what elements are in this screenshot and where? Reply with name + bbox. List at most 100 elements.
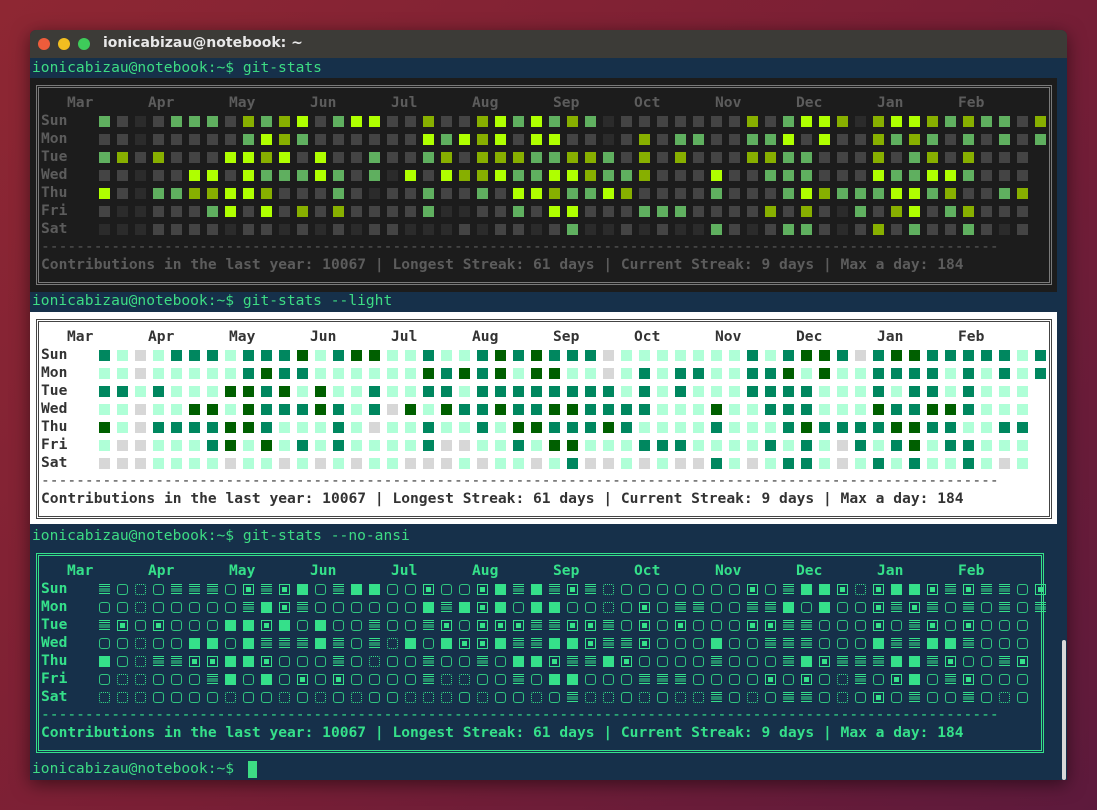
contribution-cell[interactable] [387, 584, 398, 595]
contribution-cell[interactable] [477, 368, 488, 379]
contribution-cell[interactable] [837, 620, 848, 631]
contribution-cell[interactable] [783, 440, 794, 451]
contribution-cell[interactable] [207, 116, 218, 127]
contribution-cell[interactable] [747, 368, 758, 379]
contribution-cell[interactable] [279, 224, 290, 235]
contribution-cell[interactable] [495, 350, 506, 361]
contribution-cell[interactable] [711, 692, 722, 703]
contribution-cell[interactable] [531, 188, 542, 199]
contribution-cell[interactable] [675, 440, 686, 451]
contribution-cell[interactable] [1017, 386, 1028, 397]
contribution-cell[interactable] [477, 404, 488, 415]
contribution-cell[interactable] [981, 620, 992, 631]
contribution-cell[interactable] [945, 656, 956, 667]
contribution-cell[interactable] [603, 350, 614, 361]
contribution-cell[interactable] [927, 692, 938, 703]
contribution-cell[interactable] [405, 386, 416, 397]
contribution-cell[interactable] [639, 656, 650, 667]
contribution-cell[interactable] [189, 692, 200, 703]
contribution-cell[interactable] [639, 386, 650, 397]
contribution-cell[interactable] [945, 116, 956, 127]
contribution-cell[interactable] [207, 206, 218, 217]
contribution-cell[interactable] [423, 386, 434, 397]
contribution-cell[interactable] [117, 674, 128, 685]
contribution-cell[interactable] [783, 656, 794, 667]
contribution-cell[interactable] [495, 116, 506, 127]
contribution-cell[interactable] [405, 170, 416, 181]
contribution-cell[interactable] [423, 620, 434, 631]
contribution-cell[interactable] [495, 584, 506, 595]
contribution-cell[interactable] [99, 350, 110, 361]
contribution-cell[interactable] [873, 386, 884, 397]
contribution-cell[interactable] [189, 674, 200, 685]
contribution-cell[interactable] [801, 116, 812, 127]
contribution-cell[interactable] [477, 152, 488, 163]
contribution-cell[interactable] [513, 692, 524, 703]
contribution-cell[interactable] [117, 638, 128, 649]
contribution-cell[interactable] [873, 692, 884, 703]
contribution-cell[interactable] [1035, 602, 1046, 613]
contribution-cell[interactable] [297, 656, 308, 667]
contribution-cell[interactable] [153, 638, 164, 649]
contribution-cell[interactable] [891, 656, 902, 667]
contribution-cell[interactable] [927, 602, 938, 613]
contribution-cell[interactable] [153, 368, 164, 379]
contribution-cell[interactable] [621, 170, 632, 181]
contribution-cell[interactable] [603, 440, 614, 451]
contribution-cell[interactable] [513, 458, 524, 469]
contribution-cell[interactable] [729, 224, 740, 235]
contribution-cell[interactable] [747, 584, 758, 595]
contribution-cell[interactable] [189, 620, 200, 631]
contribution-cell[interactable] [603, 386, 614, 397]
contribution-cell[interactable] [1017, 692, 1028, 703]
contribution-cell[interactable] [729, 656, 740, 667]
contribution-cell[interactable] [1017, 584, 1028, 595]
contribution-cell[interactable] [927, 386, 938, 397]
contribution-cell[interactable] [981, 350, 992, 361]
contribution-cell[interactable] [603, 224, 614, 235]
contribution-cell[interactable] [171, 638, 182, 649]
contribution-cell[interactable] [207, 188, 218, 199]
contribution-cell[interactable] [297, 116, 308, 127]
contribution-cell[interactable] [711, 584, 722, 595]
contribution-cell[interactable] [567, 404, 578, 415]
contribution-cell[interactable] [153, 170, 164, 181]
contribution-cell[interactable] [315, 206, 326, 217]
contribution-cell[interactable] [603, 458, 614, 469]
contribution-cell[interactable] [729, 620, 740, 631]
contribution-cell[interactable] [495, 224, 506, 235]
contribution-cell[interactable] [351, 422, 362, 433]
contribution-cell[interactable] [927, 350, 938, 361]
contribution-cell[interactable] [603, 638, 614, 649]
contribution-cell[interactable] [639, 458, 650, 469]
contribution-cell[interactable] [549, 584, 560, 595]
contribution-cell[interactable] [729, 404, 740, 415]
contribution-cell[interactable] [963, 584, 974, 595]
contribution-cell[interactable] [549, 638, 560, 649]
contribution-cell[interactable] [765, 584, 776, 595]
contribution-cell[interactable] [657, 224, 668, 235]
contribution-cell[interactable] [621, 350, 632, 361]
contribution-cell[interactable] [963, 638, 974, 649]
contribution-cell[interactable] [135, 422, 146, 433]
contribution-cell[interactable] [207, 404, 218, 415]
contribution-cell[interactable] [873, 170, 884, 181]
contribution-cell[interactable] [243, 584, 254, 595]
contribution-cell[interactable] [459, 602, 470, 613]
contribution-cell[interactable] [261, 602, 272, 613]
contribution-cell[interactable] [873, 350, 884, 361]
contribution-cell[interactable] [459, 350, 470, 361]
contribution-cell[interactable] [567, 152, 578, 163]
contribution-cell[interactable] [693, 404, 704, 415]
contribution-cell[interactable] [225, 422, 236, 433]
contribution-cell[interactable] [405, 404, 416, 415]
contribution-cell[interactable] [513, 224, 524, 235]
contribution-cell[interactable] [729, 116, 740, 127]
contribution-cell[interactable] [603, 134, 614, 145]
contribution-cell[interactable] [711, 638, 722, 649]
contribution-cell[interactable] [369, 404, 380, 415]
contribution-cell[interactable] [801, 656, 812, 667]
contribution-cell[interactable] [495, 674, 506, 685]
contribution-cell[interactable] [99, 422, 110, 433]
contribution-cell[interactable] [657, 602, 668, 613]
